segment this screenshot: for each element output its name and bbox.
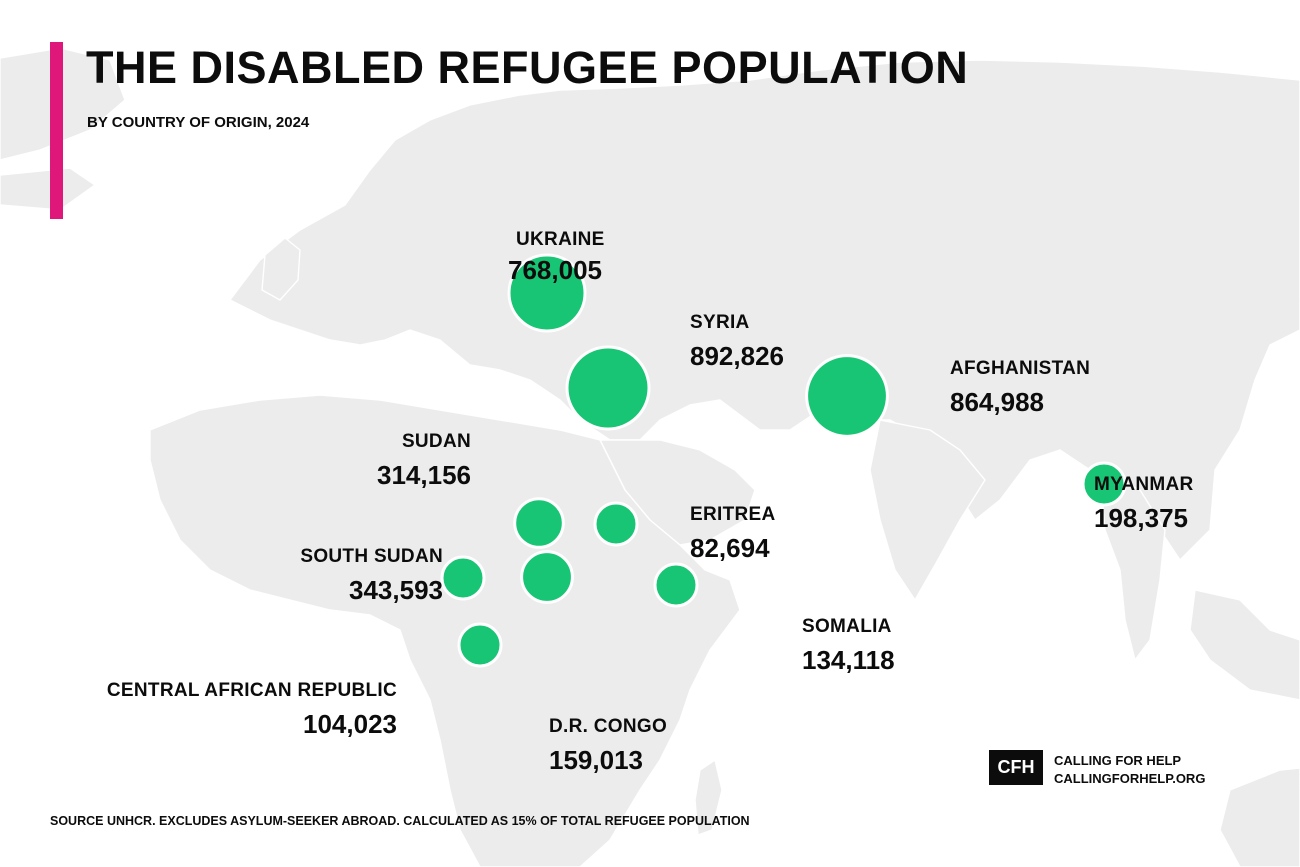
landmass-africa bbox=[149, 394, 741, 867]
bubble-central-african-republic bbox=[653, 562, 699, 608]
country-value: 82,694 bbox=[690, 533, 770, 563]
bubble-ukraine bbox=[507, 253, 587, 333]
landmass-islands bbox=[1189, 589, 1300, 701]
label-afghanistan: AFGHANISTAN 864,988 bbox=[950, 357, 1090, 418]
label-south-sudan: SOUTH SUDAN 343,593 bbox=[250, 545, 443, 606]
label-ukraine: UKRAINE 768,005 bbox=[508, 228, 605, 286]
label-myanmar: MYANMAR 198,375 bbox=[1094, 473, 1194, 534]
country-value: 768,005 bbox=[508, 255, 602, 285]
brand-name: CALLING FOR HELP bbox=[1054, 753, 1182, 768]
country-name: CENTRAL AFRICAN REPUBLIC bbox=[106, 680, 397, 701]
country-name: MYANMAR bbox=[1094, 474, 1194, 495]
bubble-eritrea bbox=[593, 501, 639, 547]
country-name: SOMALIA bbox=[802, 616, 892, 637]
country-name: AFGHANISTAN bbox=[950, 358, 1091, 379]
country-value: 892,826 bbox=[690, 341, 784, 371]
country-name: ERITREA bbox=[690, 504, 776, 525]
page-subtitle: BY COUNTRY OF ORIGIN, 2024 bbox=[87, 114, 310, 131]
bubble-d-r-congo bbox=[457, 622, 503, 668]
landmass-australia bbox=[1219, 767, 1300, 867]
country-name: SYRIA bbox=[690, 312, 750, 333]
landmass-se-asia bbox=[1099, 469, 1166, 661]
country-value: 314,156 bbox=[377, 460, 471, 490]
country-name: D.R. CONGO bbox=[549, 716, 668, 737]
label-central-african-republic: CENTRAL AFRICAN REPUBLIC 104,023 bbox=[40, 679, 397, 740]
label-sudan: SUDAN 314,156 bbox=[330, 430, 471, 491]
page-title: THE DISABLED REFUGEE POPULATION bbox=[86, 42, 969, 93]
source-note: SOURCE UNHCR. EXCLUDES ASYLUM-SEEKER ABR… bbox=[50, 814, 750, 828]
label-dr-congo: D.R. CONGO 159,013 bbox=[549, 715, 667, 776]
country-value: 198,375 bbox=[1094, 503, 1188, 533]
brand-url[interactable]: CALLINGFORHELP.ORG bbox=[1054, 771, 1206, 786]
country-value: 159,013 bbox=[549, 745, 643, 775]
brand-logo: CFH bbox=[989, 750, 1043, 785]
bubble-somalia bbox=[440, 555, 486, 601]
brand-text: CALLING FOR HELP CALLINGFORHELP.ORG bbox=[1054, 752, 1205, 788]
bubble-sudan bbox=[513, 497, 565, 549]
label-eritrea: ERITREA 82,694 bbox=[690, 503, 776, 564]
bubble-afghanistan bbox=[805, 354, 889, 438]
country-value: 343,593 bbox=[349, 575, 443, 605]
landmass-britain bbox=[261, 237, 301, 301]
landmass-india bbox=[869, 419, 986, 601]
accent-bar bbox=[50, 42, 63, 219]
country-name: UKRAINE bbox=[516, 229, 605, 250]
label-somalia: SOMALIA 134,118 bbox=[802, 615, 895, 676]
country-value: 104,023 bbox=[303, 709, 397, 739]
bubble-myanmar bbox=[1081, 461, 1127, 507]
country-value: 134,118 bbox=[802, 645, 895, 675]
country-name: SUDAN bbox=[401, 431, 471, 452]
label-syria: SYRIA 892,826 bbox=[690, 311, 784, 372]
bubble-south-sudan bbox=[520, 550, 574, 604]
country-value: 864,988 bbox=[950, 387, 1044, 417]
landmass-madagascar bbox=[694, 759, 723, 836]
bubble-syria bbox=[565, 345, 651, 431]
country-name: SOUTH SUDAN bbox=[300, 546, 443, 567]
